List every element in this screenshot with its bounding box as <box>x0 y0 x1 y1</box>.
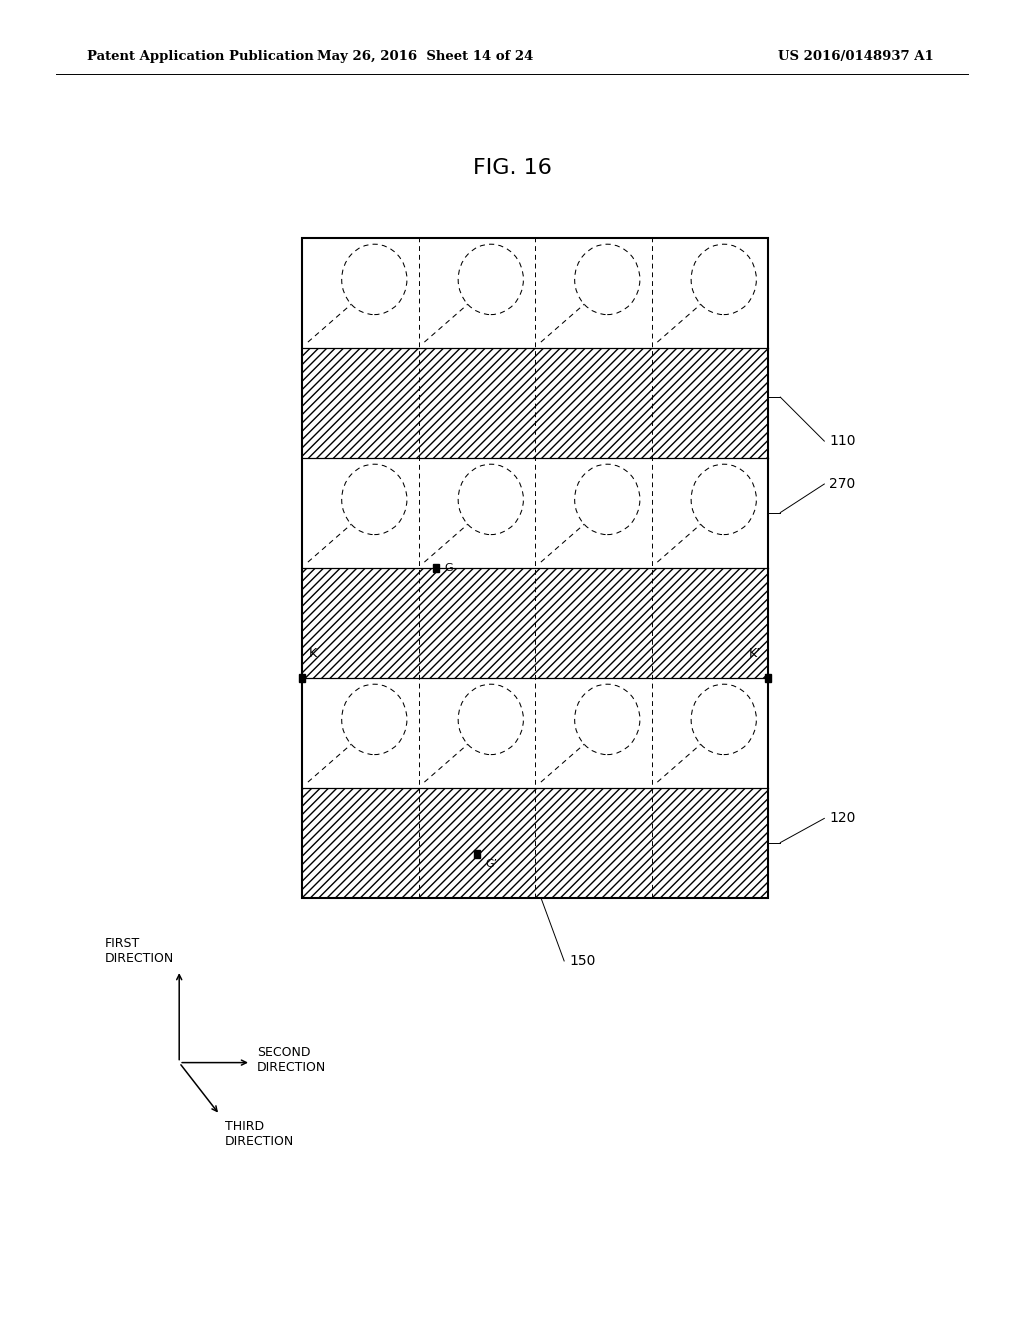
Bar <box>302 788 768 898</box>
Text: THIRD
DIRECTION: THIRD DIRECTION <box>225 1121 294 1148</box>
Bar <box>433 564 439 572</box>
Text: 150: 150 <box>569 954 596 968</box>
Text: K’: K’ <box>749 647 761 660</box>
Bar <box>299 673 305 681</box>
Text: US 2016/0148937 A1: US 2016/0148937 A1 <box>778 50 934 63</box>
Bar <box>765 673 771 681</box>
Text: 120: 120 <box>829 812 856 825</box>
Bar <box>474 850 480 858</box>
Text: May 26, 2016  Sheet 14 of 24: May 26, 2016 Sheet 14 of 24 <box>316 50 534 63</box>
Bar <box>302 568 768 677</box>
Text: K: K <box>309 647 317 660</box>
Text: FIRST
DIRECTION: FIRST DIRECTION <box>104 937 174 965</box>
Text: 110: 110 <box>829 434 856 447</box>
Text: 270: 270 <box>829 477 856 491</box>
Text: G: G <box>444 562 453 573</box>
Text: SECOND
DIRECTION: SECOND DIRECTION <box>257 1045 327 1074</box>
Text: FIG. 16: FIG. 16 <box>472 157 552 178</box>
Text: G’: G’ <box>485 859 497 869</box>
Text: Patent Application Publication: Patent Application Publication <box>87 50 313 63</box>
Bar <box>302 347 768 458</box>
Bar <box>302 238 768 898</box>
